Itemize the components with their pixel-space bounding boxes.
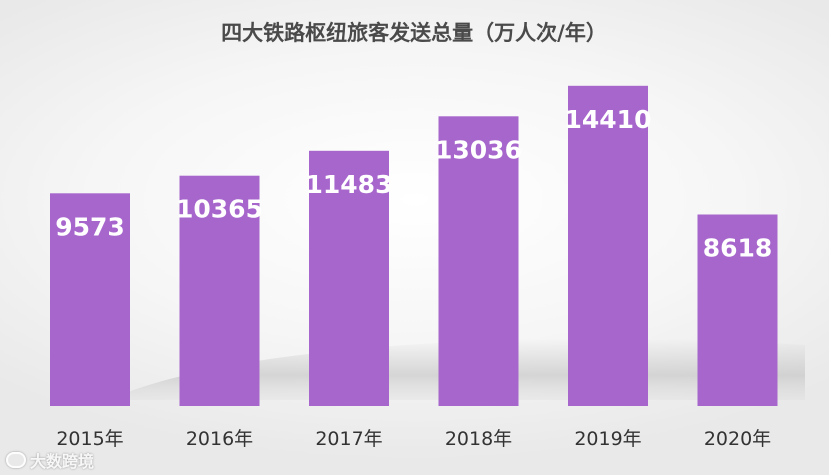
- x-tick-label-1: 2016年: [186, 428, 253, 450]
- bar-value-label-1: 10365: [176, 195, 263, 224]
- x-tick-label-0: 2015年: [56, 428, 123, 450]
- bar-2: [309, 150, 389, 406]
- bar-4: [568, 85, 648, 407]
- x-tick-label-4: 2019年: [574, 428, 641, 450]
- x-tick-label-3: 2018年: [445, 428, 512, 450]
- chart-title: 四大铁路枢纽旅客发送总量（万人次/年）: [221, 21, 607, 45]
- x-axis-ticks: 2015年 2016年 2017年 2018年 2019年 2020年: [56, 428, 771, 450]
- bars-group: [50, 85, 778, 407]
- bar-0: [50, 193, 130, 406]
- bar-1: [179, 175, 260, 406]
- bar-5: [697, 214, 778, 406]
- watermark-text: 大数跨境: [30, 452, 95, 471]
- bar-value-label-3: 13036: [435, 135, 522, 164]
- bar-value-label-5: 8618: [703, 234, 773, 263]
- bar-3: [438, 116, 519, 407]
- bar-value-label-0: 9573: [55, 212, 125, 241]
- x-tick-label-2: 2017年: [315, 428, 382, 450]
- x-tick-label-5: 2020年: [704, 428, 771, 450]
- bar-value-label-2: 11483: [306, 170, 393, 199]
- watermark: 大数跨境: [6, 448, 94, 472]
- bar-labels-group: 9573 10365 11483 13036 14410 8618: [55, 105, 772, 263]
- brand-logo-icon: [6, 452, 26, 468]
- bar-value-label-4: 14410: [565, 105, 652, 134]
